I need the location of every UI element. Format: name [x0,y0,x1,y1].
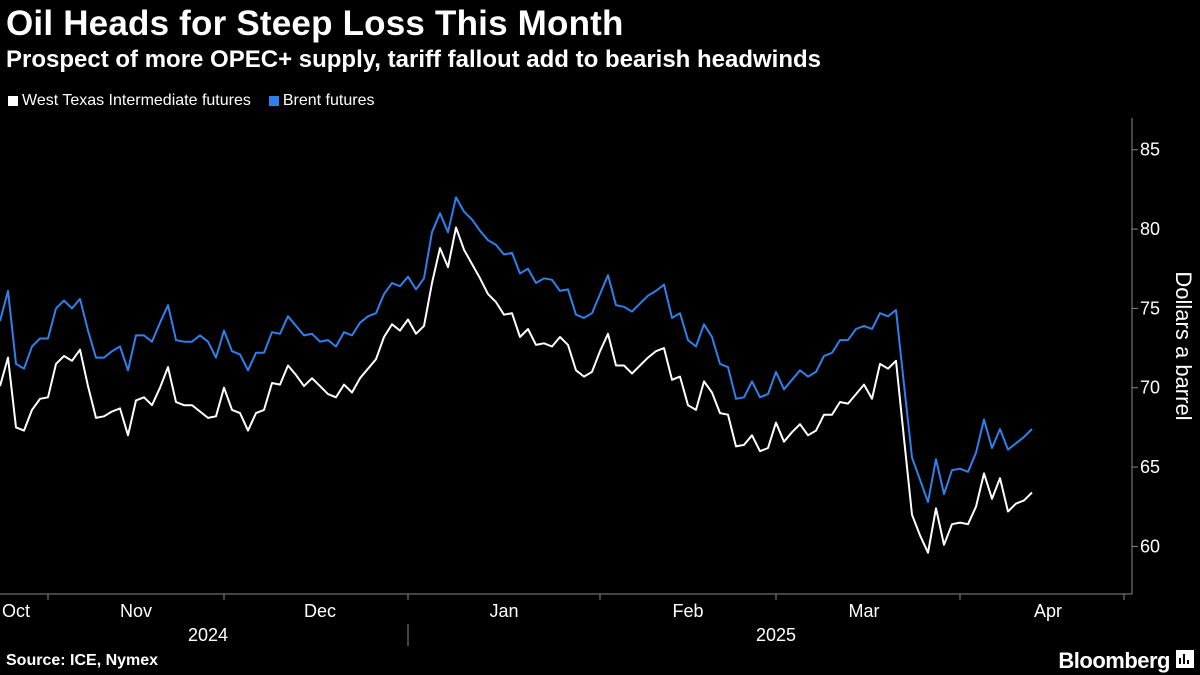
x-tick-label: Apr [1034,601,1062,621]
source-note: Source: ICE, Nymex [6,652,159,669]
bloomberg-logo: Bloomberg [1058,648,1170,673]
y-tick-label: 80 [1140,219,1160,239]
y-axis-title: Dollars a barrel [1171,271,1196,420]
bloomberg-chart-icon [1176,650,1194,668]
chart-title: Oil Heads for Steep Loss This Month [6,4,624,43]
x-tick-label: Oct [2,601,30,621]
chart-legend: West Texas Intermediate futures Brent fu… [8,92,374,110]
x-tick-label: Mar [849,601,880,621]
series-line-wti [0,226,1033,554]
x-tick-label: Jan [489,601,518,621]
legend-swatch-brent [268,96,279,106]
legend-label-brent: Brent futures [282,92,375,109]
x-tick-label: Feb [672,601,703,621]
legend-label-wti: West Texas Intermediate futures [22,92,251,109]
y-tick-label: 70 [1140,378,1160,398]
legend-swatch-wti [8,96,18,106]
x-tick-label: Nov [120,601,152,621]
legend-item-brent: Brent futures [268,92,375,110]
y-tick-label: 75 [1140,298,1160,318]
y-tick-label: 65 [1140,457,1160,477]
x-year-label: 2024 [188,625,228,645]
chart-subtitle: Prospect of more OPEC+ supply, tariff fa… [6,46,822,73]
y-tick-label: 85 [1140,140,1160,160]
series-line-brent [0,196,1033,503]
x-tick-label: Dec [304,601,336,621]
y-tick-label: 60 [1140,536,1160,556]
legend-item-wti: West Texas Intermediate futures [8,92,251,110]
x-year-label: 2025 [756,625,796,645]
